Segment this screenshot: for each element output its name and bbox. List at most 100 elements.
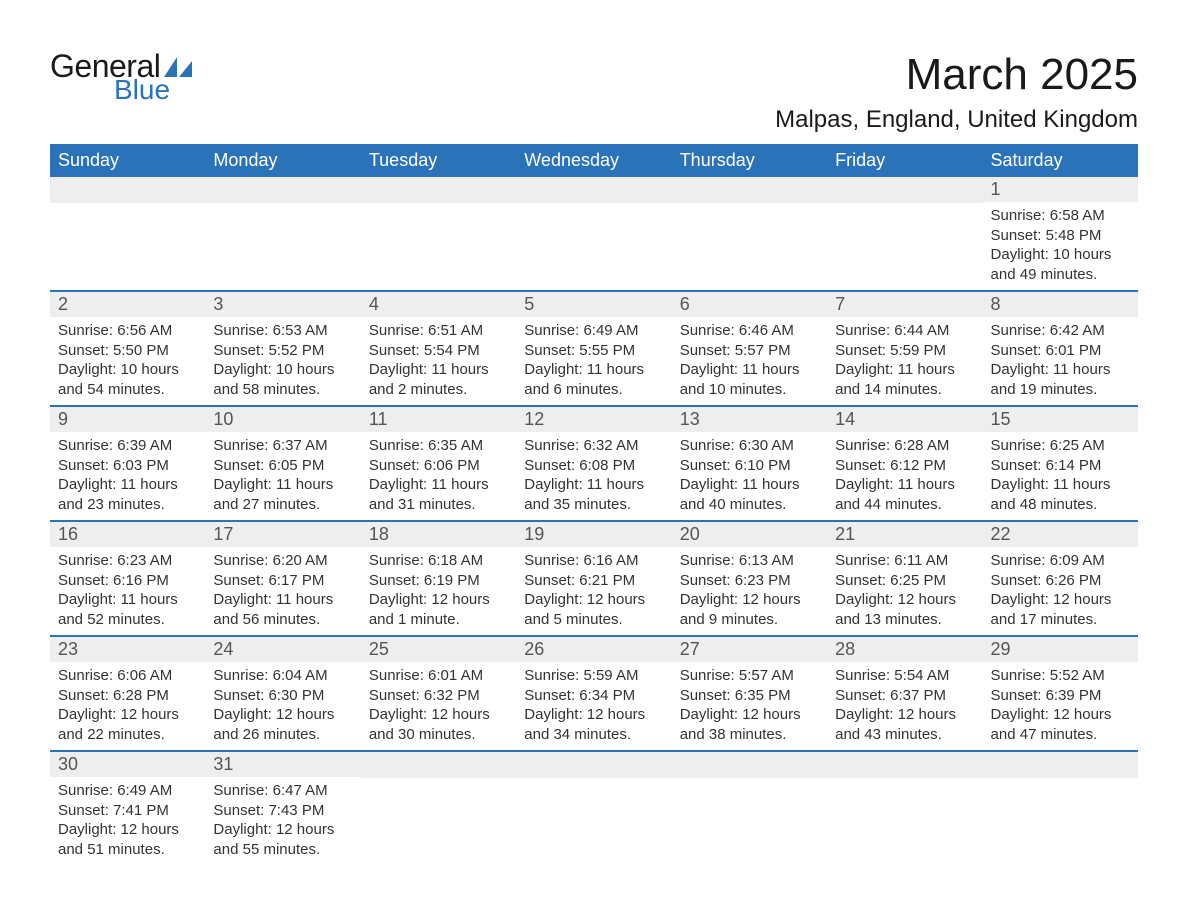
sunrise-line: Sunrise: 6:30 AM [680, 436, 819, 456]
day-info: Sunrise: 6:06 AMSunset: 6:28 PMDaylight:… [58, 666, 197, 744]
sunset-line: Sunset: 6:21 PM [524, 571, 663, 591]
sunset-line: Sunset: 5:50 PM [58, 341, 197, 361]
day-header: Tuesday [361, 144, 516, 177]
day-cell: 15Sunrise: 6:25 AMSunset: 6:14 PMDayligh… [983, 407, 1138, 520]
daylight-line: Daylight: 12 hours and 47 minutes. [991, 705, 1130, 744]
day-cell: 14Sunrise: 6:28 AMSunset: 6:12 PMDayligh… [827, 407, 982, 520]
day-info: Sunrise: 6:47 AMSunset: 7:43 PMDaylight:… [213, 781, 352, 859]
day-header: Friday [827, 144, 982, 177]
day-number: 19 [516, 522, 671, 547]
sunrise-line: Sunrise: 6:25 AM [991, 436, 1130, 456]
day-cell [983, 752, 1138, 865]
day-cell: 21 Sunrise: 6:11 AMSunset: 6:25 PMDayligh… [827, 522, 982, 635]
sunrise-line: Sunrise: 6:06 AM [58, 666, 197, 686]
day-info: Sunrise: 6:53 AMSunset: 5:52 PMDaylight:… [213, 321, 352, 399]
day-number: 6 [672, 292, 827, 317]
day-cell: 16Sunrise: 6:23 AMSunset: 6:16 PMDayligh… [50, 522, 205, 635]
day-cell: 9 Sunrise: 6:39 AMSunset: 6:03 PMDaylight… [50, 407, 205, 520]
day-number: 18 [361, 522, 516, 547]
day-cell: 27Sunrise: 5:57 AMSunset: 6:35 PMDayligh… [672, 637, 827, 750]
sunset-line: Sunset: 5:57 PM [680, 341, 819, 361]
day-info: Sunrise: 6:58 AMSunset: 5:48 PMDaylight:… [991, 206, 1130, 284]
daylight-line: Daylight: 11 hours and 2 minutes. [369, 360, 508, 399]
day-info: Sunrise: 6:39 AMSunset: 6:03 PMDaylight:… [58, 436, 197, 514]
day-cell [672, 752, 827, 865]
month-title: March 2025 [775, 50, 1138, 100]
sunrise-line: Sunrise: 6:46 AM [680, 321, 819, 341]
day-cell: 31Sunrise: 6:47 AMSunset: 7:43 PMDayligh… [205, 752, 360, 865]
day-info: Sunrise: 5:52 AMSunset: 6:39 PMDaylight:… [991, 666, 1130, 744]
week-row: 30 Sunrise: 6:49 AMSunset: 7:41 PM Dayligh… [50, 750, 1138, 865]
sunrise-line: Sunrise: 6:49 AM [58, 781, 197, 801]
day-number [827, 752, 982, 778]
sunset-line: Sunset: 6:06 PM [369, 456, 508, 476]
day-info: Sunrise: 5:57 AMSunset: 6:35 PMDaylight:… [680, 666, 819, 744]
daylight-line: Daylight: 11 hours and 48 minutes. [991, 475, 1130, 514]
day-number [827, 177, 982, 203]
sunset-line: Sunset: 6:25 PM [835, 571, 974, 591]
day-info: Sunrise: 6:04 AMSunset: 6:30 PMDaylight:… [213, 666, 352, 744]
day-info: Sunrise: 6:35 AMSunset: 6:06 PMDaylight:… [369, 436, 508, 514]
day-number: 20 [672, 522, 827, 547]
day-number: 4 [361, 292, 516, 317]
daylight-line: Daylight: 11 hours and 56 minutes. [213, 590, 352, 629]
sunrise-line: Sunrise: 6:51 AM [369, 321, 508, 341]
sunset-line: Sunset: 6:28 PM [58, 686, 197, 706]
day-number [361, 177, 516, 203]
location: Malpas, England, United Kingdom [775, 106, 1138, 134]
daylight-line: Daylight: 12 hours and 1 minute. [369, 590, 508, 629]
day-info: Sunrise: 6:37 AMSunset: 6:05 PMDaylight:… [213, 436, 352, 514]
sunrise-line: Sunrise: 6:37 AM [213, 436, 352, 456]
daylight-line: Daylight: 11 hours and 44 minutes. [835, 475, 974, 514]
sunrise-line: Sunrise: 6:32 AM [524, 436, 663, 456]
day-cell [827, 752, 982, 865]
day-number: 25 [361, 637, 516, 662]
sunrise-line: Sunrise: 6:56 AM [58, 321, 197, 341]
sunset-line: Sunset: 5:48 PM [991, 226, 1130, 246]
day-number [983, 752, 1138, 778]
day-info: Sunrise: 6:49 AMSunset: 5:55 PMDaylight:… [524, 321, 663, 399]
day-info: Sunrise: 6:42 AMSunset: 6:01 PMDaylight:… [991, 321, 1130, 399]
sunrise-line: Sunrise: 6:11 AM [835, 551, 974, 571]
day-cell: 13Sunrise: 6:30 AMSunset: 6:10 PMDayligh… [672, 407, 827, 520]
sunset-line: Sunset: 7:41 PM [58, 801, 197, 821]
day-number: 14 [827, 407, 982, 432]
sunrise-line: Sunrise: 5:52 AM [991, 666, 1130, 686]
day-info: Sunrise: 6:16 AMSunset: 6:21 PMDaylight:… [524, 551, 663, 629]
sunset-line: Sunset: 6:26 PM [991, 571, 1130, 591]
week-row: 1Sunrise: 6:58 AMSunset: 5:48 PMDaylight… [50, 177, 1138, 290]
day-number: 8 [983, 292, 1138, 317]
daylight-line: Daylight: 11 hours and 52 minutes. [58, 590, 197, 629]
sunset-line: Sunset: 6:23 PM [680, 571, 819, 591]
day-number: 10 [205, 407, 360, 432]
sunrise-line: Sunrise: 6:53 AM [213, 321, 352, 341]
day-info: Sunrise: 6:56 AMSunset: 5:50 PMDaylight:… [58, 321, 197, 399]
day-number: 13 [672, 407, 827, 432]
sunrise-line: Sunrise: 6:44 AM [835, 321, 974, 341]
day-info: Sunrise: 6:51 AMSunset: 5:54 PMDaylight:… [369, 321, 508, 399]
day-number: 30 [50, 752, 205, 777]
day-number [516, 752, 671, 778]
day-info: Sunrise: 6:11 AMSunset: 6:25 PMDaylight:… [835, 551, 974, 629]
day-info: Sunrise: 6:46 AMSunset: 5:57 PMDaylight:… [680, 321, 819, 399]
week-row: 2Sunrise: 6:56 AMSunset: 5:50 PMDaylight… [50, 290, 1138, 405]
day-cell: 30Sunrise: 6:49 AMSunset: 7:41 PMDayligh… [50, 752, 205, 865]
day-number: 21 [827, 522, 982, 547]
daylight-line: Daylight: 12 hours and 55 minutes. [213, 820, 352, 859]
day-cell [516, 177, 671, 290]
sunrise-line: Sunrise: 6:58 AM [991, 206, 1130, 226]
day-cell: 10 Sunrise: 6:37 AMSunset: 6:05 PMDayligh… [205, 407, 360, 520]
daylight-line: Daylight: 10 hours and 58 minutes. [213, 360, 352, 399]
sunset-line: Sunset: 6:32 PM [369, 686, 508, 706]
day-cell: 23Sunrise: 6:06 AMSunset: 6:28 PMDayligh… [50, 637, 205, 750]
day-info: Sunrise: 6:01 AMSunset: 6:32 PMDaylight:… [369, 666, 508, 744]
day-number: 5 [516, 292, 671, 317]
sunset-line: Sunset: 5:52 PM [213, 341, 352, 361]
sunset-line: Sunset: 6:14 PM [991, 456, 1130, 476]
sunrise-line: Sunrise: 6:20 AM [213, 551, 352, 571]
day-cell: 19 Sunrise: 6:16 AMSunset: 6:21 PMDayligh… [516, 522, 671, 635]
week-row: 16Sunrise: 6:23 AMSunset: 6:16 PMDayligh… [50, 520, 1138, 635]
sunrise-line: Sunrise: 6:47 AM [213, 781, 352, 801]
day-number [361, 752, 516, 778]
day-number: 9 [50, 407, 205, 432]
